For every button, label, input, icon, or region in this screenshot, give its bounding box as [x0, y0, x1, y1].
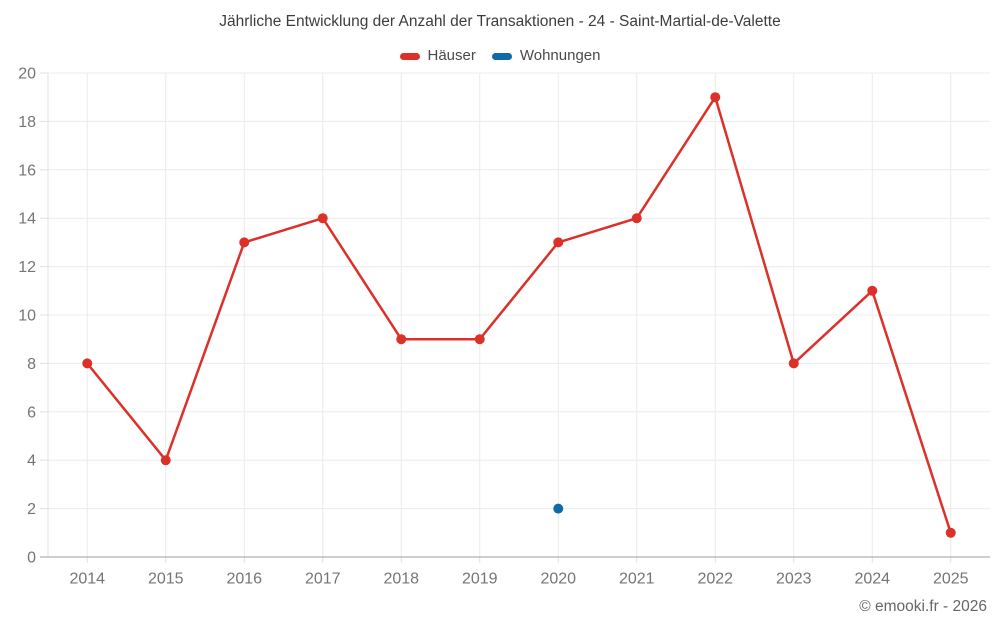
y-axis-tick-label: 18 [18, 114, 36, 131]
data-point[interactable] [160, 455, 171, 466]
data-point[interactable] [82, 358, 93, 369]
data-point[interactable] [474, 334, 485, 345]
wohnungen-series-swatch-icon [491, 52, 512, 60]
legend: Häuser Wohnungen [0, 47, 1000, 65]
y-axis-tick-label: 20 [18, 66, 36, 83]
x-axis-tick-label: 2021 [619, 571, 655, 588]
legend-label-haeuser: Häuser [427, 47, 476, 64]
series-line [86, 95, 952, 535]
data-point[interactable] [239, 237, 250, 248]
data-point[interactable] [945, 527, 956, 538]
x-axis-tick-label: 2019 [462, 571, 498, 588]
x-axis-tick-label: 2016 [226, 571, 262, 588]
x-axis-tick-label: 2020 [540, 571, 576, 588]
x-axis-tick-label: 2018 [383, 571, 419, 588]
legend-label-wohnungen: Wohnungen [519, 47, 601, 64]
y-axis-tick-label: 2 [27, 501, 36, 518]
x-axis-tick-label: 2017 [305, 571, 341, 588]
x-axis-tick-label: 2023 [776, 571, 812, 588]
data-point[interactable] [710, 92, 721, 103]
y-axis-tick-label: 10 [18, 308, 36, 325]
data-point[interactable] [553, 237, 564, 248]
x-axis-tick-label: 2015 [148, 571, 184, 588]
y-axis-tick-label: 12 [18, 259, 36, 276]
y-axis-tick-label: 16 [18, 162, 36, 179]
legend-item-haeuser[interactable]: Häuser [399, 47, 476, 65]
data-point[interactable] [788, 358, 799, 369]
haeuser-series-swatch-icon [399, 52, 420, 60]
y-axis-tick-label: 14 [18, 211, 36, 228]
data-point[interactable] [867, 285, 878, 296]
chart-title: Jährliche Entwicklung der Anzahl der Tra… [219, 13, 781, 30]
x-axis-tick-label: 2025 [933, 571, 969, 588]
data-point[interactable] [631, 213, 642, 224]
x-axis-tick-label: 2024 [854, 571, 890, 588]
data-point[interactable] [553, 503, 564, 514]
y-axis-tick-label: 8 [27, 356, 36, 373]
copyright-text: © emooki.fr - 2026 [859, 598, 987, 615]
legend-item-wohnungen[interactable]: Wohnungen [491, 47, 601, 65]
y-axis-tick-label: 0 [27, 550, 36, 567]
x-axis-tick-label: 2014 [69, 571, 105, 588]
x-axis-tick-label: 2022 [697, 571, 733, 588]
data-point[interactable] [396, 334, 407, 345]
y-axis-tick-label: 4 [27, 453, 36, 470]
data-point[interactable] [317, 213, 328, 224]
y-axis-tick-label: 6 [27, 404, 36, 421]
